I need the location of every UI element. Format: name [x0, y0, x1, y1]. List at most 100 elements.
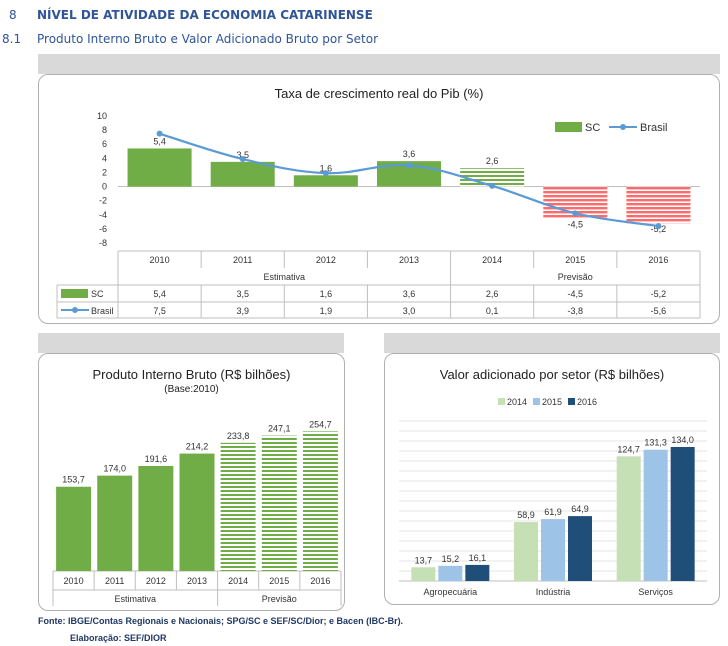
table-sc-label: SC — [91, 289, 104, 299]
sector-data-label: 131,3 — [644, 438, 667, 448]
legend-label: 2016 — [577, 397, 597, 407]
sc-data-label: 1,6 — [320, 163, 333, 173]
legend-label: 2014 — [507, 397, 527, 407]
y-tick-label: 10 — [97, 111, 107, 121]
gdp-data-label: 247,1 — [268, 424, 291, 434]
gdp-bar — [302, 431, 338, 571]
gdp-data-label: 191,6 — [145, 454, 168, 464]
brasil-point — [489, 182, 496, 189]
gdp-data-label: 254,7 — [309, 419, 332, 429]
brasil-point — [655, 223, 662, 230]
y-tick-label: 8 — [102, 125, 107, 135]
table-brasil-marker — [72, 307, 78, 313]
sector-data-label: 15,2 — [442, 554, 460, 564]
growth-rate-chart: 10 8 6 4 2 0 -2 -4 -6 -8 5,4 3,5 1,6 3,6 2,6 -4,5 -5,2 SC… — [56, 111, 701, 319]
header-band-right — [384, 333, 720, 353]
gdp-chart-title: Produto Interno Bruto (R$ bilhões) — [92, 367, 291, 382]
table-sc-value: 5,4 — [153, 289, 166, 299]
brasil-point — [572, 210, 579, 217]
sc-data-label: 3,6 — [403, 149, 416, 159]
brasil-point — [406, 162, 412, 169]
table-brasil-value: 7,5 — [153, 306, 166, 316]
subsection-number: 8.1 — [2, 32, 22, 46]
sc-data-label: 2,6 — [486, 156, 499, 166]
sector-data-label: 13,7 — [415, 555, 433, 565]
table-sc-value: 3,6 — [403, 289, 416, 299]
sc-data-label: -4,5 — [568, 219, 584, 229]
x-tick-label: 2014 — [228, 576, 248, 586]
y-tick-label: 4 — [102, 153, 107, 163]
x-tick-label: 2013 — [399, 255, 419, 265]
subsection-title: Produto Interno Bruto e Valor Adicionado… — [37, 32, 378, 46]
gdp-data-label: 153,7 — [62, 475, 85, 485]
table-sc-value: 2,6 — [486, 289, 499, 299]
gdp-chart: 153,7 174,0 191,6 214,2 233,8 247,1 254,7 2010 2… — [52, 419, 342, 606]
sc-bar — [626, 186, 691, 224]
table-sc-value: 1,6 — [320, 289, 333, 299]
group-label: Previsão — [262, 594, 297, 604]
sc-bar — [293, 175, 358, 187]
sector-bar — [411, 567, 436, 581]
gdp-data-label: 214,2 — [186, 442, 209, 452]
gdp-data-label: 233,8 — [227, 431, 250, 441]
table-sc-value: 3,5 — [236, 289, 249, 299]
legend-brasil-marker — [620, 124, 626, 130]
sector-data-label: 64,9 — [571, 504, 589, 514]
section-title: NÍVEL DE ATIVIDADE DA ECONOMIA CATARINEN… — [37, 8, 373, 22]
x-tick-label: 2012 — [146, 576, 166, 586]
y-tick-label: -2 — [99, 196, 107, 206]
x-tick-label: Agropecuária — [424, 587, 478, 597]
gdp-bar — [138, 465, 174, 571]
legend-swatch — [498, 398, 505, 405]
source-note: Fonte: IBGE/Contas Regionais e Nacionais… — [38, 616, 404, 626]
x-tick-label: 2011 — [233, 255, 252, 265]
sector-data-label: 58,9 — [517, 510, 535, 520]
legend-swatch — [533, 398, 540, 405]
header-band-left — [38, 333, 344, 353]
table-brasil-value: 1,9 — [320, 306, 333, 316]
header-band-top — [38, 54, 720, 74]
brasil-point — [239, 156, 246, 163]
group-label: Estimativa — [264, 272, 306, 282]
sc-bar — [127, 148, 192, 187]
table-sc-value: -5,2 — [651, 289, 667, 299]
sector-bar — [568, 516, 592, 581]
x-tick-label: 2010 — [64, 576, 84, 586]
sector-data-label: 61,9 — [544, 507, 562, 517]
x-tick-label: Serviços — [638, 587, 673, 597]
gdp-data-label: 174,0 — [103, 464, 126, 474]
prepared-by-note: Elaboração: SEF/DIOR — [70, 633, 167, 643]
sector-data-label: 134,0 — [671, 435, 694, 445]
legend-sc-label: SC — [585, 122, 600, 134]
gdp-bar — [179, 453, 215, 571]
gdp-bar — [56, 486, 92, 571]
x-tick-label: Indústria — [536, 587, 571, 597]
x-tick-label: 2015 — [565, 255, 585, 265]
group-label: Estimativa — [115, 594, 157, 604]
section-number: 8 — [9, 8, 17, 22]
y-tick-label: 0 — [102, 182, 107, 192]
sector-bar — [465, 564, 490, 581]
table-brasil-value: -3,8 — [568, 306, 584, 316]
x-tick-label: 2013 — [187, 576, 207, 586]
y-tick-label: 2 — [102, 167, 107, 177]
value-added-chart: 13,7 58,9 124,7 15,2 61,9 131,3 16,1 64,9 134,0 A… — [399, 397, 707, 597]
sector-data-label: 16,1 — [469, 553, 487, 563]
x-tick-label: 2010 — [150, 255, 170, 265]
gdp-bar — [261, 435, 297, 571]
gdp-bar — [97, 475, 133, 571]
sc-bar — [210, 161, 275, 187]
x-tick-label: 2011 — [105, 576, 124, 586]
brasil-point — [156, 130, 163, 137]
x-tick-label: 2012 — [316, 255, 336, 265]
x-tick-label: 2014 — [482, 255, 502, 265]
x-tick-label: 2016 — [648, 255, 668, 265]
sc-data-label: -5,2 — [651, 224, 667, 234]
sector-bar — [438, 565, 463, 581]
growth-rate-chart-panel: Taxa de crescimento real do Pib (%) 10 8 6… — [38, 74, 720, 324]
growth-chart-title: Taxa de crescimento real do Pib (%) — [274, 86, 484, 101]
table-sc-value: -4,5 — [568, 289, 584, 299]
table-brasil-value: 0,1 — [486, 306, 499, 316]
legend-sc-swatch — [555, 122, 582, 132]
value-added-chart-panel: Valor adicionado por setor (R$ bilhões) … — [384, 353, 720, 605]
